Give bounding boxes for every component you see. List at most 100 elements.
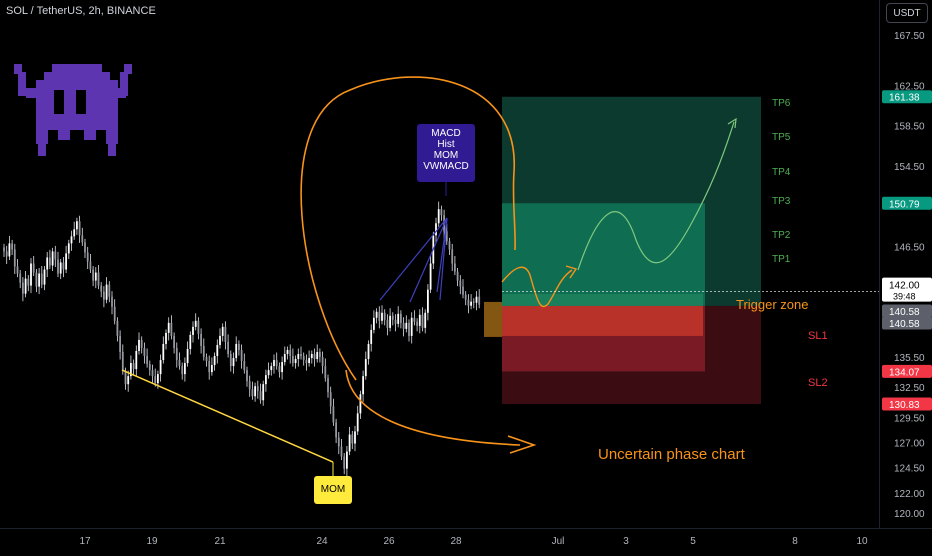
candle-body: [97, 272, 100, 286]
candle: [478, 289, 481, 309]
candle: [248, 375, 251, 397]
candle: [89, 253, 92, 274]
candle-body: [408, 322, 410, 336]
time-tick: 28: [450, 536, 462, 547]
candle-body: [205, 357, 208, 362]
candle-body: [94, 272, 97, 281]
candle: [405, 315, 408, 333]
trend-line: [121, 369, 334, 463]
candle: [19, 270, 22, 289]
price-tick: 120.00: [894, 509, 925, 520]
candle: [316, 344, 319, 363]
candle: [22, 277, 24, 302]
candle-body: [381, 312, 383, 321]
candle-body: [151, 370, 154, 377]
candle: [59, 258, 62, 280]
candle-body: [364, 359, 367, 377]
candle-body: [410, 317, 413, 336]
candle-body: [383, 312, 386, 320]
candle: [146, 348, 148, 368]
candle-body: [413, 317, 416, 322]
candle: [119, 330, 121, 360]
candle: [354, 425, 356, 452]
candle-body: [302, 356, 305, 361]
candle-body: [332, 406, 335, 423]
candle: [138, 332, 140, 355]
candle: [292, 348, 294, 367]
price-tick: 162.50: [894, 81, 925, 92]
candle-body: [130, 363, 132, 377]
candle: [73, 221, 76, 240]
candle-body: [221, 326, 224, 336]
candle: [165, 329, 167, 350]
candle-body: [143, 347, 146, 357]
candle-body: [16, 266, 19, 274]
candle-body: [254, 386, 256, 397]
candle-body: [30, 263, 32, 286]
candle-body: [275, 360, 278, 367]
candle-body: [454, 263, 456, 272]
candle-body: [65, 253, 67, 270]
candle: [459, 275, 462, 295]
candle: [413, 310, 416, 326]
candle: [3, 243, 5, 257]
time-scale[interactable]: 17 19 21 24 26 28 Jul 3 5 8 10: [0, 528, 932, 551]
candle-body: [19, 273, 22, 283]
candle: [243, 353, 246, 374]
symbol-title[interactable]: SOL / TetherUS, 2h, BINANCE: [6, 5, 156, 17]
candle: [275, 352, 278, 370]
candle: [130, 355, 132, 380]
candle: [67, 239, 70, 259]
candle: [27, 275, 30, 292]
candle-body: [227, 341, 229, 355]
price-badge-bg: [882, 364, 932, 378]
price-tick: 127.00: [894, 439, 925, 450]
candle-body: [49, 257, 51, 266]
price-badge: 161.38: [882, 90, 932, 104]
candle: [470, 294, 472, 310]
currency-button[interactable]: USDT: [886, 3, 928, 23]
candle: [408, 319, 410, 342]
candle-body: [208, 361, 211, 373]
candle: [46, 251, 49, 278]
candle-body: [402, 322, 405, 329]
candle: [159, 354, 162, 382]
tp2-label: TP2: [772, 230, 791, 241]
candle: [238, 340, 240, 356]
candle: [378, 306, 381, 329]
candle: [259, 383, 262, 404]
time-tick: Jul: [552, 536, 565, 547]
candle-body: [121, 352, 124, 372]
trade-zones: [484, 96, 761, 404]
candle: [391, 312, 394, 326]
candle-body: [81, 235, 84, 243]
tp5-label: TP5: [772, 132, 791, 143]
candle-body: [359, 394, 362, 414]
candle: [170, 315, 173, 340]
candle-body: [378, 311, 381, 321]
candle-body: [170, 322, 173, 336]
candle-body: [456, 271, 459, 281]
indicator-callout: MACD Hist MOM VWMACD: [417, 124, 475, 182]
time-tick: 26: [383, 536, 395, 547]
candle-body: [103, 291, 105, 300]
candle: [319, 348, 321, 363]
candle: [348, 426, 351, 456]
candle-body: [294, 359, 297, 364]
candle: [189, 331, 192, 355]
candle: [40, 266, 43, 289]
candle: [175, 342, 178, 368]
uncertain-phase-arrow: [345, 369, 521, 446]
candle: [389, 308, 391, 332]
candle-body: [229, 354, 232, 367]
candle-body: [375, 311, 378, 318]
time-tick: 21: [214, 536, 226, 547]
candle: [173, 332, 175, 354]
candle-body: [70, 236, 73, 244]
candle: [267, 362, 270, 379]
price-scale[interactable]: 167.50 162.50 158.50 154.50 146.50 135.50 132.…: [879, 0, 932, 528]
candle-body: [162, 343, 165, 361]
candle: [437, 201, 440, 227]
